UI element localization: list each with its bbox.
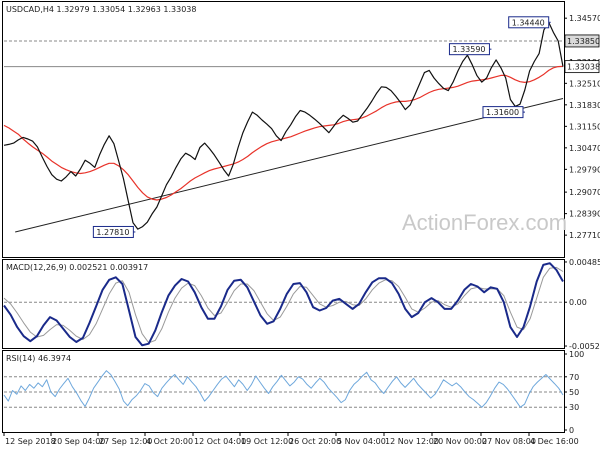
annotation-label-1: 1.31600 (486, 108, 519, 117)
x-tick-label-5: 19 Oct 12:00 (241, 437, 293, 446)
price-series-group (3, 21, 564, 230)
watermark: ActionForex.com (402, 210, 567, 235)
rsi-y-tick-3: 30 (569, 403, 579, 412)
rsi-y-tick-0: 100 (569, 350, 584, 359)
macd-y-tick-0: 0.004853 (569, 258, 600, 267)
rsi-y-tick-1: 70 (569, 373, 579, 382)
macd-y-tick-1: 0.00 (569, 298, 587, 307)
rsi-series-group (3, 370, 564, 408)
x-tick-label-1: 20 Sep 04:00 (52, 437, 105, 446)
annotation-box-1 (482, 106, 524, 119)
annotation-label-3: 1.34440 (512, 18, 545, 27)
price-panel-title: USDCAD,H4 1.32979 1.33054 1.32963 1.3303… (6, 5, 196, 14)
rsi-line (3, 370, 564, 408)
close-price-line (3, 21, 564, 230)
x-tick-label-8: 12 Nov 12:00 (385, 437, 439, 446)
annotation-label-0: 1.27810 (96, 228, 129, 237)
macd-line (3, 262, 564, 347)
price-y-tick-8: 1.29070 (569, 188, 600, 197)
last-close-badge-label: 1.33038 (567, 63, 600, 72)
price-y-axis: 1.345701.331901.325101.318301.311501.304… (564, 14, 600, 240)
last-close-badge (564, 60, 600, 74)
rsi-y-tick-4: 0 (569, 426, 574, 435)
annotation-box-2 (448, 43, 490, 56)
price-y-tick-7: 1.29790 (569, 165, 600, 174)
price-y-tick-10: 1.27710 (569, 231, 600, 240)
price-y-tick-4: 1.31830 (569, 101, 600, 110)
x-tick-label-10: 27 Nov 08:00 (482, 437, 536, 446)
macd-series-group (3, 262, 564, 347)
current-price-badge (564, 34, 600, 48)
price-y-tick-3: 1.32510 (569, 79, 600, 88)
x-tick-label-9: 20 Nov 00:00 (433, 437, 487, 446)
current-price-badge-label: 1.33850 (567, 37, 600, 46)
price-y-tick-5: 1.31150 (569, 122, 600, 131)
macd-signal-line (3, 266, 564, 344)
x-tick-label-2: 27 Sep 12:00 (99, 437, 152, 446)
macd-panel-title: MACD(12,26,9) 0.002521 0.003917 (6, 263, 148, 272)
trendline (15, 98, 564, 233)
ema-line (3, 65, 564, 201)
price-hline-group (4, 40, 563, 68)
annotation-box-0 (92, 225, 134, 238)
x-tick-label-0: 12 Sep 2018 (5, 437, 56, 446)
x-tick-label-3: 4 Oct 20:00 (146, 437, 193, 446)
macd-y-axis: 0.004853 0.00 -0.005284 (564, 258, 600, 351)
x-tick-label-6: 26 Oct 20:00 (289, 437, 341, 446)
macd-y-tick-2: -0.005284 (569, 342, 600, 351)
x-tick-label-11: 4 Dec 16:00 (530, 437, 579, 446)
price-y-tick-6: 1.30470 (569, 144, 600, 153)
price-y-tick-0: 1.34570 (569, 14, 600, 23)
price-y-tick-9: 1.28390 (569, 210, 600, 219)
annotation-box-3 (508, 16, 550, 29)
macd-panel-frame (2, 259, 565, 349)
annotation-label-2: 1.33590 (452, 45, 485, 54)
rsi-y-axis: 100 70 50 30 0 (564, 350, 584, 435)
x-tick-label-7: 5 Nov 04:00 (337, 437, 386, 446)
x-tick-label-4: 12 Oct 04:00 (194, 437, 246, 446)
price-annotations: 1.27810 1.31600 1.33590 1.34440 (92, 16, 551, 238)
rsi-panel-title: RSI(14) 46.3974 (6, 354, 71, 363)
rsi-y-tick-2: 50 (569, 388, 579, 397)
